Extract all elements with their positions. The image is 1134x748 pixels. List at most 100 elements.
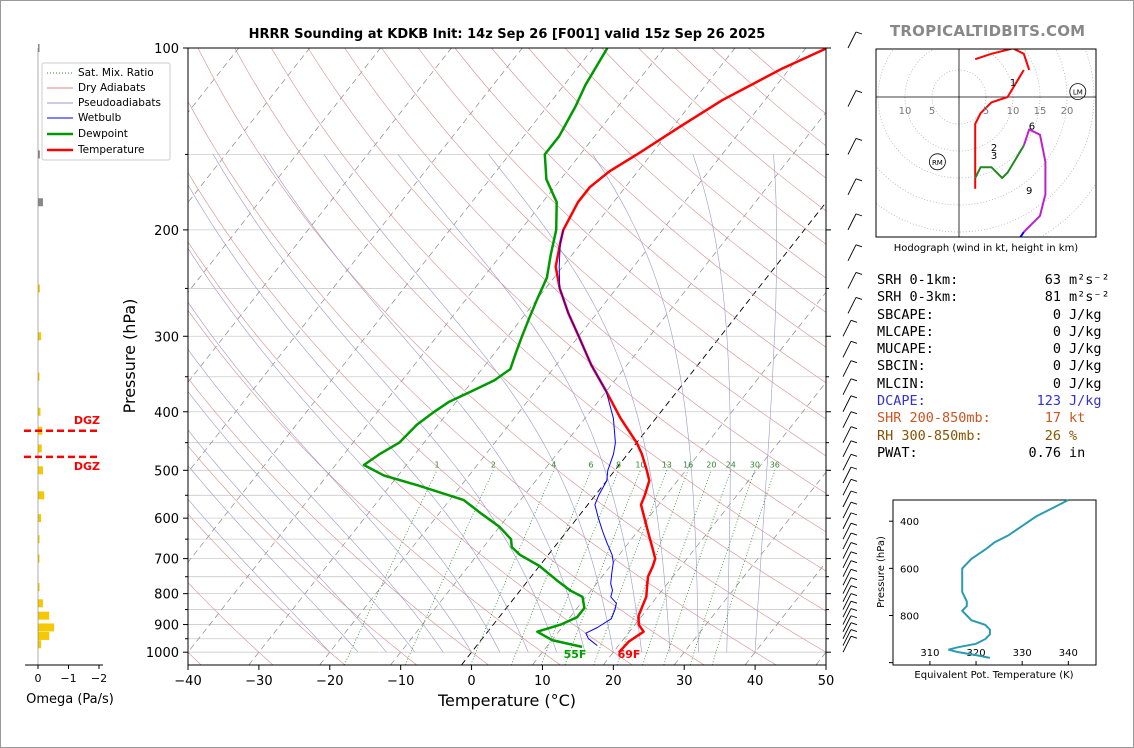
pseudoadiabat bbox=[188, 391, 416, 653]
dry-adiabat bbox=[188, 582, 274, 665]
dry-adiabat bbox=[188, 377, 489, 665]
theta-e-x-tick-label: 310 bbox=[920, 648, 939, 659]
isotherm-line bbox=[461, 201, 826, 665]
wind-barb bbox=[842, 319, 858, 337]
wind-barb bbox=[842, 635, 858, 653]
pseudoadiabat bbox=[188, 465, 359, 653]
dry-adiabat bbox=[188, 309, 561, 665]
stat-label: MLCIN: bbox=[877, 375, 926, 392]
dry-adiabat bbox=[197, 48, 826, 653]
dry-adiabat bbox=[491, 48, 826, 348]
mixing-ratio-line bbox=[540, 470, 619, 665]
stat-label: SBCAPE: bbox=[877, 306, 934, 323]
wind-barb bbox=[842, 577, 858, 594]
omega-bar bbox=[38, 535, 40, 544]
x-tick-label: 30 bbox=[676, 674, 693, 689]
omega-tick-label: −1 bbox=[60, 672, 76, 685]
y-tick-label: 1000 bbox=[146, 646, 179, 661]
stat-value: 63 bbox=[1044, 272, 1061, 288]
wind-barb bbox=[842, 615, 858, 632]
mixing-ratio-line bbox=[404, 470, 494, 665]
y-tick-label: 300 bbox=[154, 330, 179, 345]
stat-value: 123 bbox=[1036, 393, 1061, 410]
isotherm-line bbox=[188, 48, 523, 473]
isotherm-line bbox=[188, 48, 594, 563]
pseudoadiabat bbox=[692, 154, 731, 653]
mixing-ratio-label: 8 bbox=[616, 460, 621, 469]
mixing-ratio-line bbox=[616, 470, 689, 665]
y-tick-label: 400 bbox=[154, 406, 179, 421]
stat-value: 0 bbox=[1052, 375, 1061, 392]
theta-e-y-tick-label: 800 bbox=[900, 612, 919, 623]
y-tick-label: 700 bbox=[154, 553, 179, 568]
isotherm-line bbox=[188, 48, 310, 203]
stat-value: 81 bbox=[1044, 289, 1061, 306]
wind-barb bbox=[842, 512, 858, 530]
stat-unit: J/kg bbox=[1069, 393, 1102, 410]
storm-motion-marker: LM bbox=[1069, 83, 1087, 100]
wind-barb bbox=[842, 501, 858, 519]
wind-barb bbox=[847, 178, 863, 196]
omega-tick-label: −2 bbox=[91, 672, 107, 685]
isotherm-line bbox=[188, 48, 452, 383]
theta-e-line bbox=[948, 499, 1069, 659]
omega-bar bbox=[38, 372, 40, 381]
x-tick-label: 50 bbox=[818, 674, 835, 689]
mixing-ratio-label: 36 bbox=[770, 460, 780, 469]
stat-row: DCAPE: 123 J/kg bbox=[877, 393, 1110, 410]
wind-barb bbox=[842, 360, 858, 377]
stat-label: SRH 0-1km: bbox=[877, 272, 959, 288]
hodograph-segment bbox=[974, 145, 1025, 179]
stat-unit: kt bbox=[1069, 410, 1086, 427]
stat-unit: J/kg bbox=[1069, 375, 1102, 392]
legend-pseudoadiabats: Pseudoadiabats bbox=[78, 97, 161, 109]
chart-title: HRRR Sounding at KDKB Init: 14z Sep 26 [… bbox=[248, 27, 766, 42]
hodograph-ring-label: 15 bbox=[1034, 106, 1047, 117]
pseudoadiabat bbox=[188, 498, 331, 653]
dry-adiabat bbox=[307, 48, 826, 533]
omega-bar bbox=[38, 491, 45, 500]
mixing-ratio-line bbox=[510, 470, 592, 665]
omega-bar bbox=[38, 150, 40, 159]
hodograph-ring-label: 20 bbox=[1061, 106, 1074, 117]
omega-bar bbox=[38, 332, 42, 341]
wind-barb bbox=[842, 490, 858, 508]
stat-unit: in bbox=[1069, 444, 1086, 461]
mixing-ratio-label: 13 bbox=[662, 460, 672, 469]
theta-e-x-tick-label: 320 bbox=[966, 648, 985, 659]
wind-barb bbox=[842, 622, 858, 639]
mixing-ratio-label: 1 bbox=[434, 460, 439, 469]
y-axis-label: Pressure (hPa) bbox=[120, 299, 139, 414]
stat-value: 17 bbox=[1044, 410, 1061, 427]
isotherm-line bbox=[188, 48, 665, 653]
mixing-ratio-line bbox=[689, 470, 756, 665]
mixing-ratio-line bbox=[642, 470, 712, 665]
pseudoadiabat bbox=[212, 154, 557, 653]
stat-row: RH 300-850mb: 26% bbox=[877, 428, 1110, 445]
dry-adiabat bbox=[188, 445, 417, 665]
stat-unit: J/kg bbox=[1069, 306, 1102, 323]
stat-row: MLCAPE: 0 J/kg bbox=[877, 324, 1110, 341]
wind-barb bbox=[842, 593, 858, 610]
omega-bar bbox=[38, 198, 43, 207]
omega-bar bbox=[38, 407, 41, 416]
stat-label: SRH 0-3km: bbox=[877, 289, 959, 306]
wind-barb bbox=[842, 629, 858, 646]
mixing-ratio-label: 2 bbox=[491, 460, 496, 469]
x-tick-label: 20 bbox=[605, 674, 622, 689]
mixing-ratio-label: 4 bbox=[551, 460, 556, 469]
omega-bar bbox=[38, 44, 40, 52]
dry-adiabat bbox=[188, 513, 346, 665]
omega-bar bbox=[38, 640, 42, 649]
isotherm-line bbox=[673, 471, 826, 665]
stat-row: SBCIN: 0 J/kg bbox=[877, 358, 1110, 375]
hodograph-height-label: 9 bbox=[1026, 186, 1032, 197]
dgz-bottom-label: DGZ bbox=[74, 460, 100, 473]
hodograph-segment bbox=[1022, 128, 1047, 233]
stat-label: PWAT: bbox=[877, 444, 918, 461]
stat-label: MLCAPE: bbox=[877, 323, 934, 340]
omega-bar bbox=[38, 599, 43, 608]
legend-dewpoint: Dewpoint bbox=[78, 128, 128, 140]
wind-barb bbox=[842, 608, 858, 625]
omega-xlabel: Omega (Pa/s) bbox=[26, 692, 114, 707]
